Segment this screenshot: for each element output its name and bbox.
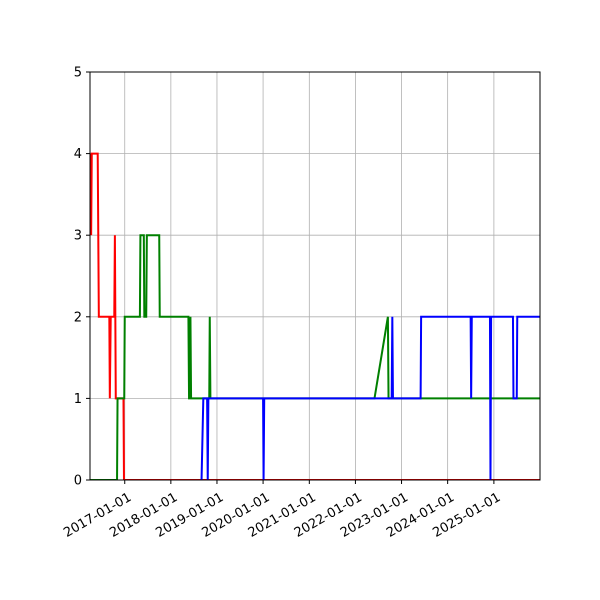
y-tick-label: 5 xyxy=(74,66,82,81)
y-tick-label: 2 xyxy=(74,310,82,325)
y-tick-label: 1 xyxy=(74,392,82,407)
y-tick-label: 4 xyxy=(74,147,82,162)
y-tick-label: 3 xyxy=(74,229,82,244)
grid-lines xyxy=(90,71,540,481)
y-axis: 0 1 2 3 4 5 xyxy=(74,66,90,489)
x-axis: 2017-01-012018-01-012019-01-012020-01-01… xyxy=(61,480,503,541)
series-line-2 xyxy=(90,234,540,480)
y-tick-label: 0 xyxy=(74,474,82,489)
series-line-3 xyxy=(200,315,540,480)
plot-frame xyxy=(89,71,541,481)
series-group xyxy=(90,152,540,480)
